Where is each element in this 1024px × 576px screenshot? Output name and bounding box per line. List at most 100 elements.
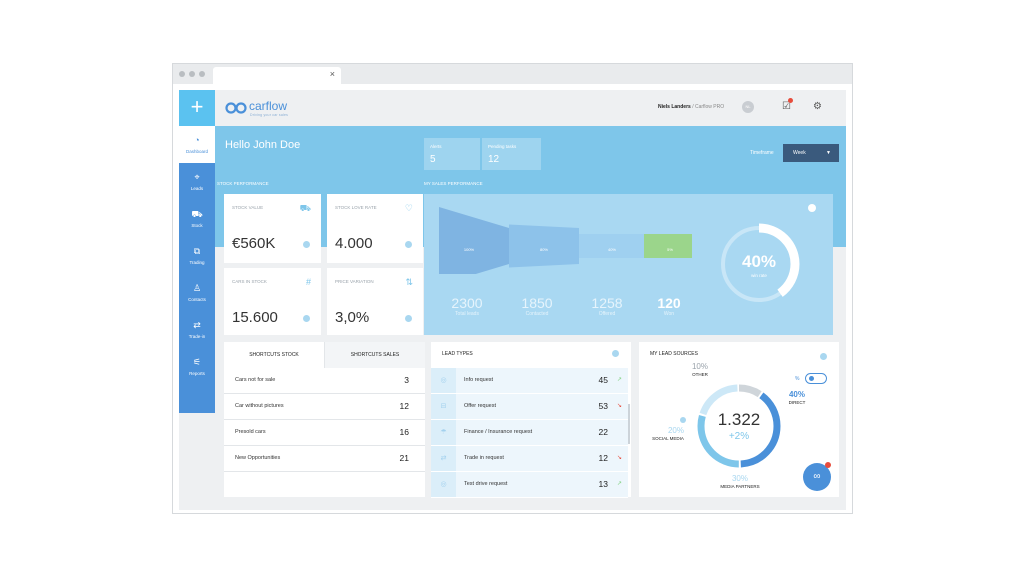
steering-wheel-icon: ◎: [431, 472, 456, 497]
percent-toggle[interactable]: [805, 373, 827, 384]
scrollbar[interactable]: [628, 404, 630, 444]
cars-in-stock-card[interactable]: CARS IN STOCK # 15.600: [224, 268, 321, 335]
offered-label: Offered: [598, 311, 616, 317]
source-pct: 10%: [691, 362, 708, 371]
greeting: Hello John Doe: [225, 139, 301, 151]
price-variation-card[interactable]: PRICE VARIATION ⇅ 3,0%: [327, 268, 423, 335]
info-icon[interactable]: [612, 350, 619, 357]
list-item[interactable]: Presold cars 16: [224, 420, 425, 446]
window-dot-close[interactable]: [179, 71, 185, 77]
sort-arrows-icon: ⇅: [405, 277, 413, 287]
window-dot-maximize[interactable]: [199, 71, 205, 77]
funnel-segment: [509, 224, 579, 268]
table-row[interactable]: ☂ Finance / Insurance request 22: [431, 420, 628, 446]
stock-value-card[interactable]: STOCK VALUE ⛟ €560K: [224, 194, 321, 263]
list-item[interactable]: Car without pictures 12: [224, 394, 425, 420]
card-value: €560K: [232, 235, 276, 252]
info-icon[interactable]: [680, 417, 686, 423]
source-pct: 20%: [667, 426, 684, 435]
window-dot-minimize[interactable]: [189, 71, 195, 77]
notification-badge: [825, 462, 831, 468]
list-item-count: 16: [399, 427, 409, 437]
sidebar-item-contacts[interactable]: ♙ Contacts: [179, 274, 215, 311]
sidebar-item-label: Stock: [191, 223, 203, 228]
sidebar-item-label: Leads: [190, 186, 204, 191]
user-name-text: Niels Landers: [658, 104, 691, 110]
funnel-segment: [439, 207, 509, 274]
info-icon[interactable]: [303, 241, 310, 248]
gear-icon[interactable]: ⚙: [813, 101, 822, 112]
table-row[interactable]: ⊟ Offer request 53 ↘: [431, 394, 628, 420]
list-item[interactable]: New Opportunities 21: [224, 446, 425, 472]
sidebar-item-stock[interactable]: ⛟ Stock: [179, 200, 215, 237]
source-name: SOCIAL MEDIA: [652, 436, 684, 441]
total-leads-value: 2300: [451, 295, 483, 311]
logo-text[interactable]: carflow: [249, 99, 288, 113]
card-title: PRICE VARIATION: [335, 279, 374, 284]
info-icon[interactable]: [303, 315, 310, 322]
avatar[interactable]: NL: [742, 101, 754, 113]
trend-up-icon: ↗: [616, 377, 622, 383]
source-pct: 40%: [788, 390, 805, 399]
sidebar-item-trading[interactable]: ⧉ Trading: [179, 237, 215, 274]
browser-tab[interactable]: ×: [213, 67, 341, 84]
swap-icon: ⇄: [431, 446, 456, 471]
list-item[interactable]: Cars not for sale 3: [224, 368, 425, 394]
tab-shortcuts-stock[interactable]: SHORTCUTS STOCK: [224, 342, 324, 368]
sidebar-item-leads[interactable]: ⌖ Leads: [179, 163, 215, 200]
user-name[interactable]: Niels Landers / Carflow PRO: [658, 104, 724, 110]
table-row[interactable]: ◎ Info request 45 ↗: [431, 368, 628, 394]
timeframe-select[interactable]: Week ▼: [783, 144, 839, 162]
user-org: / Carflow PRO: [692, 104, 725, 110]
add-button[interactable]: +: [179, 90, 215, 126]
row-count: 53: [598, 401, 608, 411]
panel-title: LEAD TYPES: [442, 351, 473, 357]
sidebar-item-dashboard[interactable]: ◔ Dashboard: [179, 126, 215, 163]
stock-love-rate-card[interactable]: STOCK LOVE RATE ♡ 4.000: [327, 194, 423, 263]
table-row[interactable]: ◎ Test drive request 13 ↗: [431, 472, 628, 498]
funnel-pct-label: 100%: [463, 247, 475, 252]
tab-shortcuts-sales[interactable]: SHORTCUTS SALES: [324, 342, 425, 368]
row-label: Test drive request: [464, 481, 508, 487]
trend-down-icon: ↘: [616, 455, 622, 461]
win-rate-ring: [718, 223, 800, 305]
sales-performance-label: MY SALES PERFORMANCE: [424, 181, 483, 186]
hash-icon: #: [305, 277, 311, 287]
win-rate-label: win rate: [751, 273, 767, 278]
app: + ◔ Dashboard ⌖ Leads ⛟ Stock ⧉ Trading …: [179, 90, 846, 510]
carflow-logo-icon[interactable]: [225, 101, 247, 115]
list-item-label: Cars not for sale: [235, 377, 276, 383]
row-label: Trade in request: [464, 455, 504, 461]
target-icon: ⌖: [194, 172, 200, 182]
sidebar-item-label: Trade-in: [188, 334, 206, 339]
browser-window: × + ◔ Dashboard ⌖ Leads ⛟ Stock ⧉ Tradin…: [172, 63, 853, 514]
close-icon[interactable]: ×: [329, 69, 335, 79]
total-leads-label: Total leads: [455, 311, 479, 317]
sidebar-item-label: Reports: [189, 371, 205, 376]
info-icon[interactable]: [820, 353, 827, 360]
info-icon[interactable]: [405, 315, 412, 322]
alerts-box[interactable]: Alerts 5: [424, 138, 480, 170]
card-title: STOCK LOVE RATE: [335, 205, 377, 210]
pending-tasks-box[interactable]: Pending tasks 12: [482, 138, 541, 170]
chevron-down-icon: ▼: [826, 150, 831, 156]
card-value: 3,0%: [335, 309, 370, 326]
info-icon[interactable]: [808, 204, 816, 212]
swap-icon: ⇄: [193, 320, 201, 330]
sidebar-item-trade-in[interactable]: ⇄ Trade-in: [179, 311, 215, 348]
chart-icon: ⚟: [192, 357, 202, 367]
pending-tasks-label: Pending tasks: [488, 144, 517, 149]
stock-performance-label: STOCK PERFORMANCE: [217, 181, 269, 186]
info-icon[interactable]: [405, 241, 412, 248]
umbrella-icon: ☂: [431, 420, 456, 445]
table-row[interactable]: ⇄ Trade in request 12 ↘: [431, 446, 628, 472]
list-item-count: 3: [404, 375, 409, 385]
donut-slice: [697, 384, 781, 468]
trading-icon: ⧉: [193, 246, 201, 256]
alerts-value: 5: [430, 154, 436, 165]
percent-toggle-label: %: [795, 376, 800, 382]
card-title: STOCK VALUE: [232, 205, 264, 210]
tasks-icon[interactable]: ☑: [782, 101, 791, 112]
sidebar-item-reports[interactable]: ⚟ Reports: [179, 348, 215, 385]
card-value: 4.000: [335, 235, 373, 252]
